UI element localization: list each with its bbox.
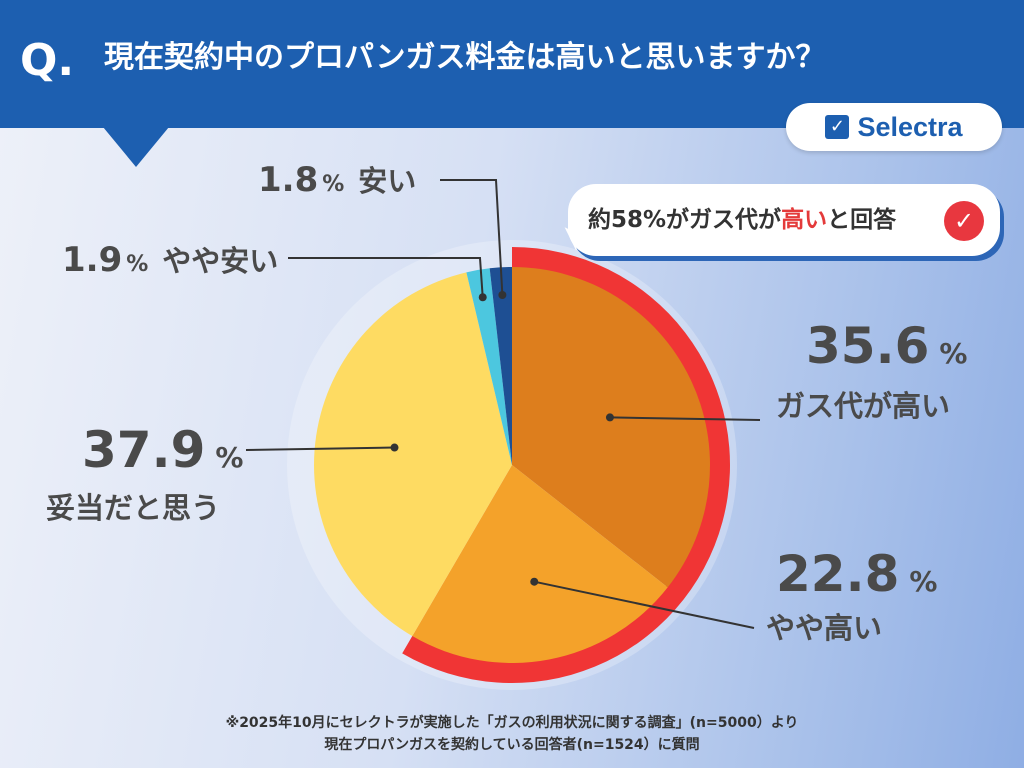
header-notch xyxy=(103,127,169,167)
question-mark-label: Q. xyxy=(20,35,75,86)
slice-value-high: 35.6% xyxy=(806,317,968,375)
leader-line-3 xyxy=(288,257,484,298)
logo-text: Selectra xyxy=(857,111,963,142)
slice-label-cheap: 1.8% 安い xyxy=(258,160,417,200)
slice-value-fair: 37.9% xyxy=(82,421,244,479)
checkbox-icon: ✓ xyxy=(825,115,850,139)
leader-dot-1 xyxy=(530,577,539,586)
leader-dot-4 xyxy=(498,290,507,299)
slice-label-somewhat-cheap: 1.9% やや安い xyxy=(62,240,279,280)
callout-bubble xyxy=(568,184,1000,256)
leader-line-1 xyxy=(534,580,755,629)
callout-suffix: と回答 xyxy=(827,207,897,233)
leader-dot-0 xyxy=(605,413,614,422)
pie-slice-2 xyxy=(314,272,512,637)
footnote-line2: 現在プロパンガスを契約している回答者(n=1524）に質問 xyxy=(324,737,700,753)
slice-label-somewhat-high: やや高い xyxy=(766,611,883,645)
slice-value-somewhat-high: 22.8% xyxy=(776,545,938,603)
callout-prefix: 約58%がガス代が xyxy=(588,207,782,233)
callout-text: 約58%がガス代が高いと回答 xyxy=(588,200,896,240)
leader-line-4 xyxy=(440,179,504,296)
slice-label-fair: 妥当だと思う xyxy=(46,491,221,525)
slice-label-high: ガス代が高い xyxy=(776,389,951,423)
leader-line-0 xyxy=(609,416,761,421)
leader-line-2 xyxy=(245,446,395,451)
leader-dot-2 xyxy=(390,443,399,452)
leader-dot-3 xyxy=(478,293,487,302)
selectra-logo: ✓ Selectra xyxy=(786,103,1002,151)
callout-highlight: 高い xyxy=(781,207,828,233)
question-title: 現在契約中のプロパンガス料金は高いと思いますか？ xyxy=(104,40,826,75)
footnote-line1: ※2025年10月にセレクトラが実施した「ガスの利用状況に関する調査」(n=50… xyxy=(225,715,799,731)
pie-slice-4 xyxy=(489,267,512,465)
pie-slice-3 xyxy=(466,268,512,465)
pie-slice-0 xyxy=(512,267,711,588)
pie-slice-1 xyxy=(412,465,668,663)
check-circle-icon: ✓ xyxy=(944,201,984,241)
